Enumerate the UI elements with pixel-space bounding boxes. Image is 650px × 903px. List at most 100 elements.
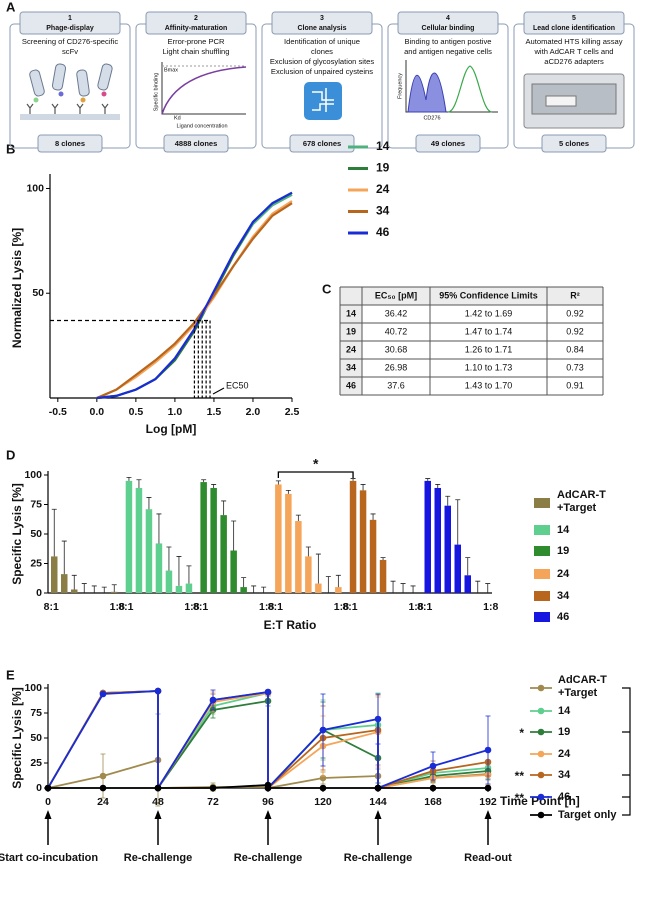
legend-marker bbox=[537, 793, 545, 801]
bar bbox=[155, 543, 163, 593]
error-bar bbox=[71, 574, 77, 590]
phages bbox=[29, 63, 113, 103]
significance-bracket bbox=[622, 687, 631, 816]
x-tick-label: 8:1 bbox=[268, 601, 283, 613]
error-bar bbox=[156, 513, 162, 544]
x-tick-label: 0.0 bbox=[90, 406, 105, 418]
bar bbox=[175, 585, 183, 593]
step-description: Screening of CD276-specific bbox=[22, 37, 118, 46]
table-cell: 1.42 to 1.69 bbox=[465, 308, 513, 318]
table-cell: 34 bbox=[346, 362, 356, 372]
table-cell: 1.47 to 1.74 bbox=[465, 326, 513, 336]
error-bar bbox=[136, 479, 142, 488]
step-result-tab bbox=[37, 134, 103, 153]
bar bbox=[125, 480, 133, 593]
panel-label: E bbox=[6, 667, 15, 682]
annotation-label: Re-challenge bbox=[124, 852, 192, 864]
x-tick-label: 0 bbox=[45, 796, 51, 808]
table-cell: 36.42 bbox=[385, 308, 408, 318]
x-tick-label: 24 bbox=[97, 796, 109, 808]
bar bbox=[61, 574, 68, 593]
x-tick-label: 1:8 bbox=[408, 601, 423, 613]
step-description: Exclusion of glycosylation sites bbox=[270, 57, 374, 66]
annotation-label: Re-challenge bbox=[234, 852, 302, 864]
step-result-tab bbox=[415, 134, 481, 153]
error-bar bbox=[81, 583, 87, 593]
panel-label: B bbox=[6, 141, 15, 156]
error-bar bbox=[390, 580, 396, 593]
x-axis-label: E:T Ratio bbox=[264, 618, 317, 632]
legend-marker bbox=[537, 771, 545, 779]
step-description: aCD276 adapters bbox=[544, 57, 604, 66]
legend-marker bbox=[537, 684, 545, 692]
legend-swatch bbox=[534, 498, 550, 508]
bar bbox=[349, 480, 357, 593]
legend-label: 14 bbox=[376, 139, 390, 153]
error-bar bbox=[485, 583, 491, 593]
point bbox=[429, 784, 437, 792]
legend-label: 19 bbox=[557, 545, 569, 557]
legend-marker bbox=[537, 707, 545, 715]
legend-label: Target only bbox=[558, 809, 617, 821]
inset-label: Kd bbox=[174, 115, 181, 121]
table-cell: 40.72 bbox=[385, 326, 408, 336]
point bbox=[374, 715, 382, 723]
table-cell: 1.10 to 1.73 bbox=[465, 362, 513, 372]
panel-label: A bbox=[6, 0, 16, 14]
point bbox=[154, 784, 162, 792]
step-result-tab bbox=[163, 134, 229, 153]
error-bar bbox=[315, 553, 321, 584]
significance-label: * bbox=[519, 726, 524, 740]
x-axis-label: Log [pM] bbox=[146, 422, 197, 436]
legend-swatch bbox=[534, 591, 550, 601]
point bbox=[319, 784, 327, 792]
x-tick-label: 8:1 bbox=[44, 601, 59, 613]
legend-label-box: AdCAR-T +Target bbox=[557, 489, 606, 514]
inset-label: Frequency bbox=[397, 73, 403, 99]
step-description: and antigen negative cells bbox=[404, 47, 492, 56]
error-bar bbox=[295, 514, 301, 522]
y-tick-label: 0 bbox=[36, 782, 42, 794]
table-header-bg bbox=[340, 287, 603, 305]
step-description: Automated HTS killing assay bbox=[525, 37, 622, 46]
inset-label: Specific binding bbox=[153, 73, 159, 112]
bar bbox=[200, 482, 207, 593]
panel-label: C bbox=[322, 281, 332, 296]
y-tick-label: 100 bbox=[24, 469, 42, 481]
x-tick-label: 192 bbox=[479, 796, 497, 808]
error-bar bbox=[111, 584, 117, 592]
y-tick-label: 75 bbox=[30, 498, 42, 510]
y-tick-label: 100 bbox=[26, 182, 44, 194]
inset-histogram-neg bbox=[407, 72, 447, 113]
x-tick-label: 8:1 bbox=[118, 601, 133, 613]
y-tick-label: 25 bbox=[30, 557, 42, 569]
x-tick-label: 8:1 bbox=[417, 601, 432, 613]
point bbox=[154, 687, 162, 695]
step-number: 3 bbox=[320, 15, 324, 22]
error-bar bbox=[211, 484, 217, 488]
step-title: Cellular binding bbox=[422, 25, 475, 32]
error-bar bbox=[435, 484, 441, 488]
annotation-arrowhead bbox=[484, 810, 492, 819]
legend-label: 34 bbox=[557, 590, 570, 602]
step-description: Binding to antigen postive bbox=[405, 37, 492, 46]
step-title: Phage-display bbox=[46, 25, 94, 32]
significance-label: ** bbox=[515, 769, 525, 783]
point bbox=[264, 784, 272, 792]
step-result: 4888 clones bbox=[175, 139, 218, 148]
x-tick-label: 8:1 bbox=[193, 601, 208, 613]
table-cell: 0.92 bbox=[566, 326, 584, 336]
bar bbox=[220, 515, 227, 593]
table-cell: 0.84 bbox=[566, 344, 584, 354]
error-bar bbox=[325, 576, 331, 593]
x-tick-label: 1.5 bbox=[207, 406, 222, 418]
step-result: 5 clones bbox=[559, 139, 589, 148]
legend-label: 14 bbox=[557, 524, 570, 536]
error-bar bbox=[126, 476, 132, 481]
y-axis-label: Normalized Lysis [%] bbox=[10, 228, 24, 348]
bar bbox=[185, 583, 193, 593]
legend-label: 24 bbox=[557, 568, 570, 580]
point bbox=[264, 688, 272, 696]
table-cell: 1.26 to 1.71 bbox=[465, 344, 513, 354]
